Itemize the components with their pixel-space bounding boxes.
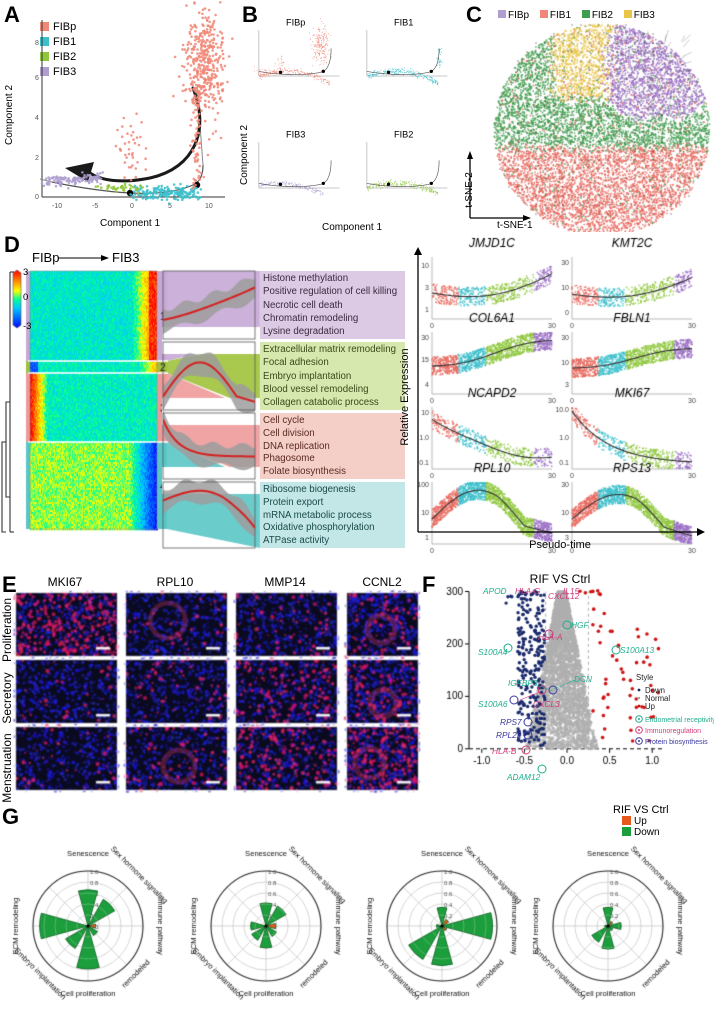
svg-text:APOD: APOD (482, 586, 507, 596)
svg-text:FIBp: FIBp (53, 21, 76, 33)
svg-text:Component 2: Component 2 (239, 125, 250, 185)
svg-text:Pseudo-time: Pseudo-time (529, 539, 591, 551)
svg-text:Immunoregulation: Immunoregulation (645, 728, 701, 735)
svg-text:ADAM12: ADAM12 (506, 772, 541, 782)
svg-text:CXCL3: CXCL3 (533, 699, 560, 709)
svg-text:Component 1: Component 1 (322, 222, 382, 232)
svg-text:Style: Style (636, 673, 653, 682)
svg-text:S100A4: S100A4 (478, 647, 508, 657)
svg-text:8: 8 (35, 40, 39, 47)
svg-text:6: 6 (35, 75, 39, 82)
svg-text:RPL22: RPL22 (496, 730, 522, 740)
svg-text:Component 1: Component 1 (100, 218, 160, 229)
svg-text:FIBp: FIBp (286, 17, 305, 27)
svg-text:S100A6: S100A6 (478, 699, 508, 709)
svg-text:0: 0 (130, 203, 134, 210)
svg-text:HGF: HGF (571, 620, 589, 630)
svg-text:FIB3: FIB3 (53, 66, 76, 78)
svg-text:Up: Up (645, 702, 656, 711)
svg-text:FIB3: FIB3 (286, 129, 305, 139)
svg-text:DCN: DCN (574, 674, 592, 684)
svg-text:4: 4 (35, 115, 39, 122)
svg-text:IL15: IL15 (563, 586, 580, 596)
svg-text:FIB2: FIB2 (394, 129, 413, 139)
svg-text:Component 2: Component 2 (4, 85, 15, 145)
svg-text:Protein biosynthesis: Protein biosynthesis (645, 739, 708, 746)
svg-text:10: 10 (205, 203, 213, 210)
svg-text:IGFBP3: IGFBP3 (508, 678, 538, 688)
svg-text:HLA-G: HLA-G (515, 586, 541, 596)
svg-text:2: 2 (35, 155, 39, 162)
svg-text:0: 0 (35, 194, 39, 201)
svg-text:Endometrial receptivity: Endometrial receptivity (645, 717, 714, 724)
svg-text:FIB1: FIB1 (53, 36, 76, 48)
svg-text:FIB2: FIB2 (53, 51, 76, 63)
svg-text:-5: -5 (92, 203, 98, 210)
svg-text:FIB1: FIB1 (394, 17, 413, 27)
svg-text:t-SNE-1: t-SNE-1 (497, 220, 533, 231)
svg-text:HLA-B: HLA-B (492, 746, 517, 756)
svg-text:HLA-A: HLA-A (538, 632, 563, 642)
svg-text:S100A13: S100A13 (620, 645, 655, 655)
svg-text:RPS7: RPS7 (500, 717, 522, 727)
svg-text:Relative Expression: Relative Expression (399, 348, 411, 445)
svg-text:-10: -10 (52, 203, 62, 210)
